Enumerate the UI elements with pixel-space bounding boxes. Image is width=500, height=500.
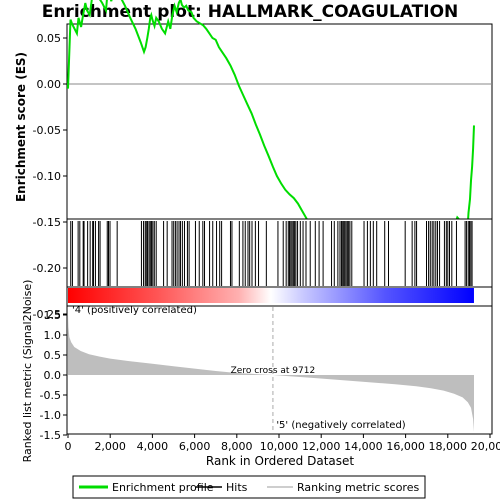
hit-markers bbox=[70, 221, 473, 286]
x-axis: 0 2,000 4,000 6,000 8,000 10,000 12,000 14,000 1… bbox=[65, 434, 500, 453]
legend-hits-label: Hits bbox=[226, 481, 248, 494]
x-tick-label: 8,000 bbox=[221, 440, 253, 453]
ranked-metric-area bbox=[68, 314, 474, 432]
negative-correlation-label: '5' (negatively correlated) bbox=[276, 420, 405, 431]
x-tick-label: 4,000 bbox=[137, 440, 169, 453]
metric-y-tick-label: 1.0 bbox=[44, 329, 62, 342]
es-y-tick-label: 0.05 bbox=[37, 32, 62, 45]
es-y-tick-label: 0.00 bbox=[37, 78, 62, 91]
metric-y-tick-label: 0.0 bbox=[44, 369, 62, 382]
legend-box bbox=[72, 475, 426, 499]
enrichment-panel-frame bbox=[66, 23, 493, 220]
metric-y-tick-label: -1.5 bbox=[40, 429, 61, 442]
x-axis-title: Rank in Ordered Dataset bbox=[206, 454, 354, 468]
x-tick-label: 2,000 bbox=[94, 440, 126, 453]
metric-y-tick-label: 1.5 bbox=[44, 309, 62, 322]
x-tick-label: 16,000 bbox=[386, 440, 425, 453]
ranking-color-bar bbox=[66, 286, 493, 307]
es-y-tick-label: -0.15 bbox=[33, 216, 61, 229]
positive-correlation-label: '4' (positively correlated) bbox=[72, 305, 197, 316]
x-tick-label: 18,000 bbox=[429, 440, 468, 453]
enrichment-panel: 0.100.050.00-0.05-0.10-0.15-0.20-0.25 bbox=[33, 0, 493, 334]
x-tick-label: 10,000 bbox=[260, 440, 299, 453]
x-tick-label: 0 bbox=[65, 440, 72, 453]
x-tick-label: 20,000 bbox=[471, 440, 500, 453]
legend: Enrichment profile Hits Ranking metric s… bbox=[72, 475, 426, 499]
es-y-tick-label: -0.05 bbox=[33, 124, 61, 137]
chart-title: Enrichment plot: HALLMARK_COAGULATION bbox=[42, 2, 459, 22]
x-tick-label: 14,000 bbox=[344, 440, 383, 453]
metric-y-axis: 1.5 1.0 0.5 0.0 -0.5 -1.0 -1.5 bbox=[40, 309, 67, 442]
metric-y-tick-label: -1.0 bbox=[40, 409, 61, 422]
x-tick-label: 6,000 bbox=[179, 440, 211, 453]
metric-y-tick-label: 0.5 bbox=[44, 349, 62, 362]
zero-cross-label: Zero cross at 9712 bbox=[231, 366, 316, 376]
hits-panel-frame bbox=[66, 218, 493, 288]
metric-y-tick-label: -0.5 bbox=[40, 389, 61, 402]
es-y-axis: 0.100.050.00-0.05-0.10-0.15-0.20-0.25 bbox=[33, 32, 67, 321]
es-y-tick-label: -0.20 bbox=[33, 262, 61, 275]
ranking-gradient bbox=[68, 288, 474, 303]
es-y-tick-label: -0.25 bbox=[33, 308, 61, 321]
legend-metric-label: Ranking metric scores bbox=[297, 481, 419, 494]
metric-axis-title: Ranked list metric (Signal2Noise) bbox=[21, 280, 34, 463]
es-y-tick-label: -0.10 bbox=[33, 170, 61, 183]
x-tick-label: 12,000 bbox=[302, 440, 341, 453]
es-axis-title: Enrichment score (ES) bbox=[14, 52, 28, 202]
legend-enrichment-label: Enrichment profile bbox=[112, 481, 214, 494]
hits-panel bbox=[66, 218, 493, 288]
metric-panel: Zero cross at 9712 '4' (positively corre… bbox=[40, 305, 493, 442]
